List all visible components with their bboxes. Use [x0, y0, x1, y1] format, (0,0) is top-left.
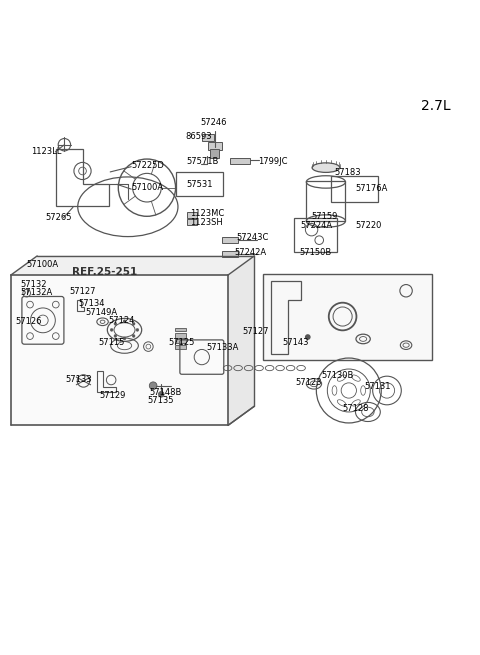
Text: 57143: 57143 [282, 338, 309, 347]
Polygon shape [11, 275, 228, 425]
Text: 57129: 57129 [99, 391, 126, 400]
Text: 2.7L: 2.7L [421, 99, 451, 113]
Circle shape [132, 335, 135, 337]
Text: 57100A: 57100A [131, 183, 163, 192]
Bar [230, 158, 251, 164]
Text: 57126: 57126 [16, 317, 42, 326]
Bar [207, 142, 222, 150]
Text: 1123SH: 1123SH [191, 218, 223, 227]
Bar [222, 237, 238, 243]
Polygon shape [228, 256, 254, 425]
Text: 57133: 57133 [66, 375, 93, 384]
Bar [187, 219, 197, 225]
Bar [294, 217, 337, 252]
Text: 57128: 57128 [343, 404, 369, 413]
Bar [175, 339, 186, 343]
Text: 57225D: 57225D [131, 160, 164, 170]
Bar [202, 134, 214, 141]
Bar [175, 328, 186, 331]
Text: 57183: 57183 [335, 168, 361, 178]
Bar [210, 149, 219, 158]
Circle shape [136, 328, 139, 331]
Circle shape [149, 382, 157, 390]
Polygon shape [11, 256, 254, 275]
Text: 57127: 57127 [69, 287, 96, 296]
Text: 57131: 57131 [364, 382, 391, 391]
Bar [175, 345, 186, 349]
Text: 57130B: 57130B [321, 371, 353, 380]
Text: 57159: 57159 [312, 212, 338, 221]
Circle shape [158, 392, 164, 397]
Text: 57124: 57124 [108, 316, 135, 325]
Circle shape [114, 322, 117, 326]
Bar [263, 274, 432, 360]
Text: 57132: 57132 [21, 280, 47, 289]
Text: REF.25-251: REF.25-251 [72, 267, 137, 276]
Text: 57148B: 57148B [149, 388, 182, 397]
Text: 57243C: 57243C [236, 233, 268, 242]
Text: 1123LL: 1123LL [32, 147, 62, 157]
Text: 57125: 57125 [168, 338, 195, 346]
Text: 57149A: 57149A [86, 308, 118, 317]
Text: 57242A: 57242A [234, 248, 266, 257]
Text: 57220: 57220 [356, 221, 382, 230]
Text: 57150B: 57150B [300, 248, 332, 257]
Bar [175, 333, 186, 338]
Bar [176, 172, 223, 196]
Circle shape [305, 334, 311, 340]
Bar [222, 251, 238, 257]
Text: 57246: 57246 [201, 119, 228, 127]
Text: 57115: 57115 [99, 338, 125, 347]
Circle shape [132, 322, 135, 326]
Text: 57224A: 57224A [300, 221, 332, 230]
Text: 57135: 57135 [147, 396, 173, 405]
Ellipse shape [312, 163, 340, 172]
Bar [331, 176, 378, 202]
Text: 57571B: 57571B [187, 157, 219, 166]
Text: 57123: 57123 [295, 378, 322, 387]
Bar [306, 181, 346, 221]
Circle shape [123, 320, 126, 323]
Text: 1123MC: 1123MC [191, 210, 225, 218]
Circle shape [110, 328, 113, 331]
Text: 57176A: 57176A [356, 183, 388, 193]
Bar [187, 212, 197, 217]
Circle shape [114, 335, 117, 337]
Text: 86593: 86593 [185, 132, 212, 141]
Text: 57132A: 57132A [21, 288, 53, 297]
Text: 57265: 57265 [45, 214, 72, 222]
Text: 57531: 57531 [186, 180, 213, 189]
Circle shape [123, 337, 126, 340]
Text: 57100A: 57100A [26, 260, 59, 269]
Text: 57134: 57134 [79, 299, 105, 308]
Text: 1799JC: 1799JC [258, 157, 288, 166]
Text: 57127: 57127 [242, 327, 269, 336]
Text: 57133A: 57133A [206, 343, 239, 352]
